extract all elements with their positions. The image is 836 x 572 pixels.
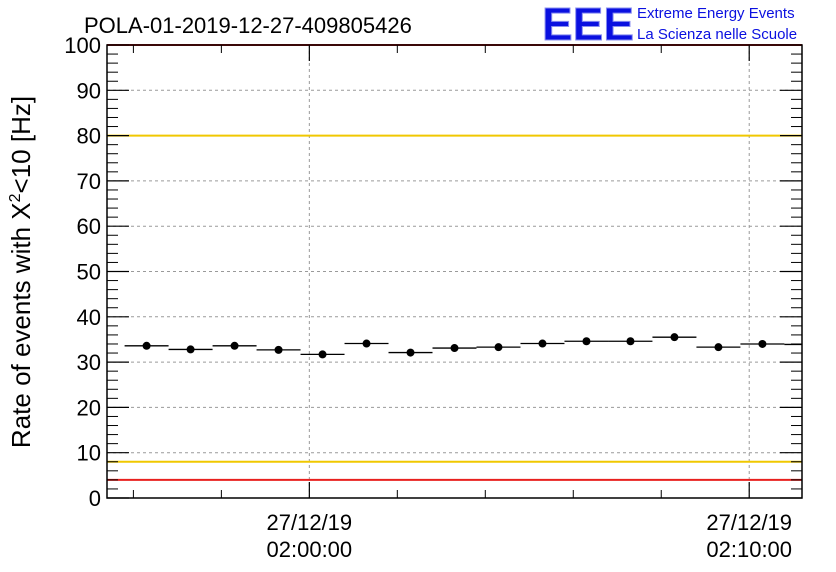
reference-lines bbox=[107, 44, 802, 481]
logo-line-2: La Scienza nelle Scuole bbox=[637, 26, 797, 43]
data-point bbox=[538, 339, 547, 348]
y-tick-labels: 0 10 20 30 40 50 60 70 80 90 100 bbox=[64, 33, 101, 511]
data-point bbox=[582, 337, 591, 346]
x-tick-labels: 27/12/1902:00:0027/12/1902:10:0027/12/19… bbox=[267, 510, 793, 562]
data-point bbox=[670, 333, 679, 342]
x-tick-label-date: 27/12/19 bbox=[267, 510, 353, 535]
y-tick-label: 10 bbox=[77, 441, 101, 466]
eee-logo: EEE Extreme Energy Events La Scienza nel… bbox=[542, 0, 798, 51]
data-point bbox=[450, 344, 459, 353]
data-point bbox=[626, 337, 635, 346]
y-tick-label: 80 bbox=[77, 124, 101, 149]
grid-lines bbox=[107, 45, 802, 498]
y-tick-label: 70 bbox=[77, 169, 101, 194]
y-tick-label: 90 bbox=[77, 78, 101, 103]
y-tick-label: 0 bbox=[89, 486, 101, 511]
data-point bbox=[142, 341, 151, 350]
data-point bbox=[230, 341, 239, 350]
y-axis-label: Rate of events with X2<10 [Hz] bbox=[6, 96, 36, 448]
data-point bbox=[714, 343, 723, 352]
y-tick-label: 20 bbox=[77, 395, 101, 420]
y-tick-label: 60 bbox=[77, 214, 101, 239]
data-point bbox=[274, 345, 283, 354]
data-points bbox=[124, 333, 802, 359]
y-tick-label: 100 bbox=[64, 33, 101, 58]
x-tick-label-date: 27/12/19 bbox=[706, 510, 792, 535]
x-tick-label-time: 02:00:00 bbox=[267, 537, 353, 562]
chart-title: POLA-01-2019-12-27-409805426 bbox=[84, 13, 412, 38]
data-point bbox=[318, 350, 327, 359]
data-point bbox=[758, 339, 767, 348]
data-point bbox=[494, 343, 503, 352]
y-tick-label: 50 bbox=[77, 260, 101, 285]
y-tick-label: 30 bbox=[77, 350, 101, 375]
data-point bbox=[406, 348, 415, 357]
y-tick-label: 40 bbox=[77, 305, 101, 330]
axis-ticks bbox=[107, 44, 802, 499]
data-point bbox=[362, 339, 371, 348]
logo-letters: EEE bbox=[542, 0, 634, 50]
x-tick-label-time: 02:10:00 bbox=[706, 537, 792, 562]
logo-line-1: Extreme Energy Events bbox=[637, 5, 795, 22]
data-point bbox=[186, 345, 195, 354]
